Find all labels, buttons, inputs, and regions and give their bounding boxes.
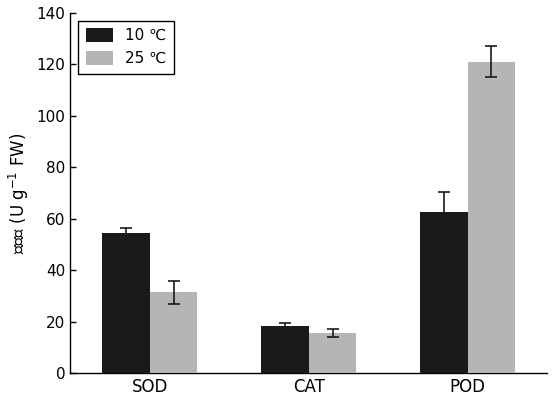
Bar [309,333,356,373]
Legend: 10 ℃, 25 ℃: 10 ℃, 25 ℃ [78,21,174,74]
Bar [468,62,515,373]
Y-axis label: 醂活力 (U g$^{-1}$ FW): 醂活力 (U g$^{-1}$ FW) [7,133,31,253]
Bar [420,212,468,373]
Bar [150,292,197,373]
Bar [102,233,150,373]
Bar [261,326,309,373]
